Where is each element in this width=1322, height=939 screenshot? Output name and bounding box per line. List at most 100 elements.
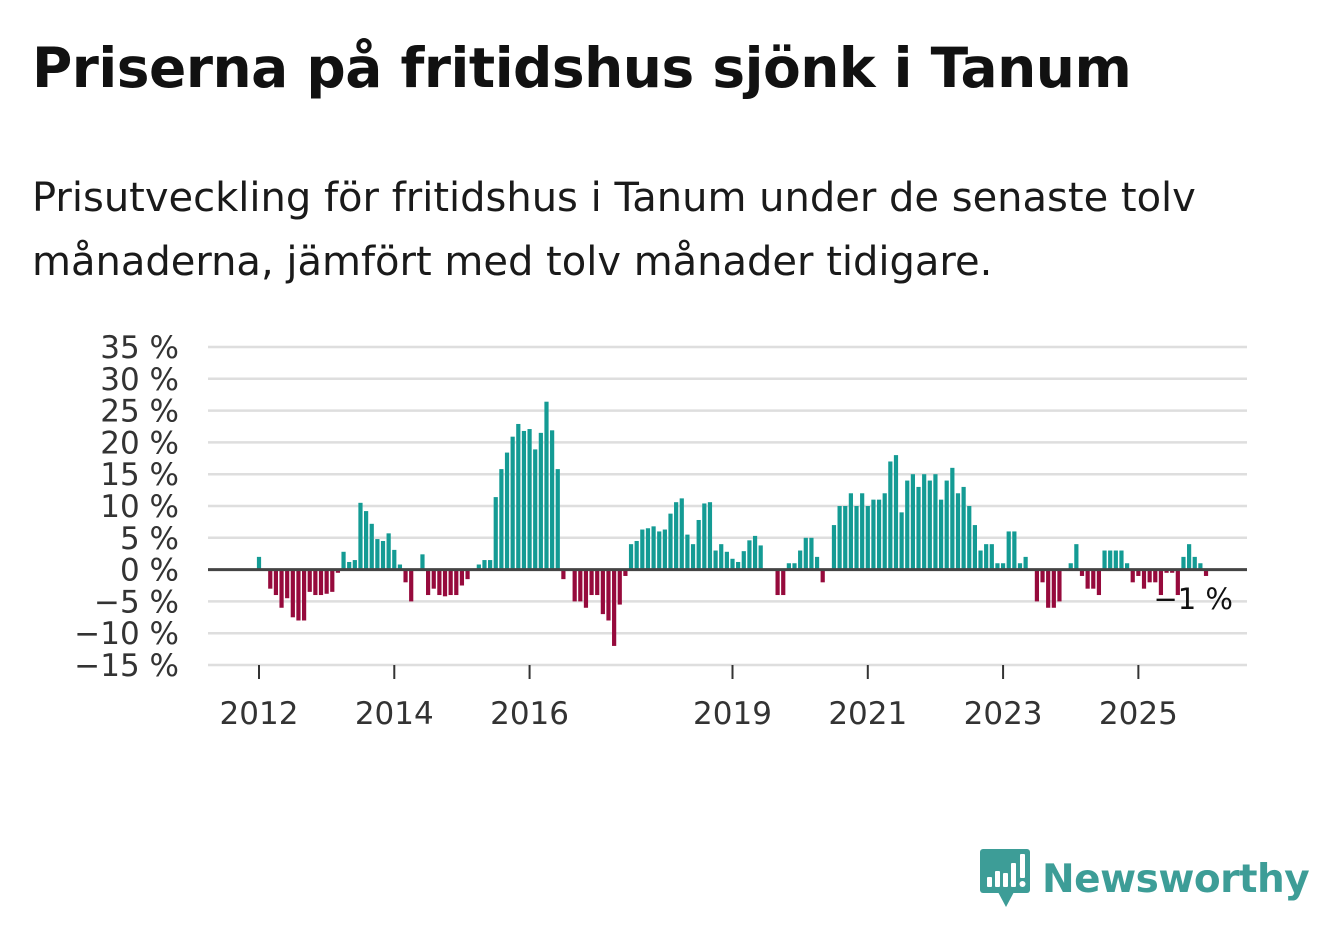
y-tick-label: 0 % bbox=[120, 553, 179, 589]
page-subtitle: Prisutveckling för fritidshus i Tanum un… bbox=[32, 175, 1196, 285]
bar bbox=[285, 569, 290, 599]
bar bbox=[426, 569, 431, 596]
bar bbox=[713, 550, 718, 570]
bar bbox=[747, 540, 752, 570]
bar bbox=[527, 429, 532, 570]
bar bbox=[459, 569, 465, 586]
bar bbox=[290, 569, 295, 618]
bar bbox=[279, 569, 284, 608]
bar bbox=[1141, 569, 1147, 589]
bar bbox=[905, 480, 910, 570]
bars bbox=[256, 401, 1209, 646]
bar bbox=[324, 569, 329, 594]
bar bbox=[420, 554, 425, 570]
bar bbox=[860, 493, 865, 570]
bar bbox=[741, 551, 746, 570]
bar bbox=[493, 497, 498, 570]
bar bbox=[1057, 569, 1062, 602]
bar bbox=[645, 528, 651, 570]
bar bbox=[358, 502, 363, 570]
y-tick-label: −5 % bbox=[94, 584, 179, 620]
bar bbox=[989, 544, 994, 570]
newsworthy-icon bbox=[980, 849, 1030, 907]
bar bbox=[662, 529, 667, 570]
bar bbox=[1125, 563, 1130, 570]
x-tick-label: 2023 bbox=[964, 696, 1043, 732]
bar bbox=[578, 569, 583, 602]
bar bbox=[984, 544, 989, 570]
bar bbox=[521, 430, 527, 570]
bar bbox=[482, 560, 487, 570]
bar bbox=[634, 540, 639, 570]
bar bbox=[1147, 569, 1152, 583]
bar bbox=[392, 549, 397, 570]
x-tick-label: 2021 bbox=[828, 696, 907, 732]
bar bbox=[736, 561, 741, 570]
bar bbox=[583, 569, 589, 608]
bar bbox=[893, 455, 899, 570]
bar bbox=[561, 569, 566, 580]
bar bbox=[1192, 556, 1197, 570]
bar bbox=[1170, 569, 1175, 573]
bar bbox=[922, 474, 927, 570]
bar bbox=[488, 560, 493, 570]
bar bbox=[307, 569, 312, 592]
bar bbox=[1187, 544, 1192, 570]
bar bbox=[516, 423, 521, 570]
bar bbox=[431, 569, 436, 589]
bar bbox=[674, 502, 679, 570]
bar bbox=[933, 474, 938, 570]
bar bbox=[448, 569, 453, 596]
y-tick-label: 5 % bbox=[120, 521, 179, 557]
bar bbox=[1006, 531, 1011, 570]
bar bbox=[865, 506, 870, 570]
x-tick-label: 2019 bbox=[693, 696, 772, 732]
bar bbox=[876, 499, 882, 570]
bar bbox=[1181, 556, 1186, 570]
bar bbox=[1102, 550, 1107, 570]
bar bbox=[600, 569, 605, 615]
bar bbox=[369, 523, 374, 570]
bar bbox=[595, 569, 600, 596]
bar bbox=[1175, 569, 1180, 596]
bar bbox=[955, 493, 961, 570]
bar bbox=[899, 512, 904, 570]
bar bbox=[843, 506, 848, 570]
bar bbox=[341, 551, 346, 570]
bar bbox=[1040, 569, 1045, 583]
y-tick-label: 15 % bbox=[100, 457, 179, 493]
bar bbox=[504, 452, 510, 570]
bar bbox=[707, 502, 713, 570]
bar bbox=[961, 486, 966, 570]
bar bbox=[696, 519, 701, 570]
x-tick-label: 2016 bbox=[490, 696, 569, 732]
bar bbox=[1113, 550, 1118, 570]
bar bbox=[927, 480, 932, 570]
bar bbox=[1074, 544, 1079, 570]
y-tick-label: −15 % bbox=[74, 648, 179, 684]
bar bbox=[820, 569, 825, 583]
bar bbox=[380, 540, 386, 570]
bar bbox=[798, 550, 803, 570]
bar bbox=[1085, 569, 1090, 589]
bar bbox=[437, 569, 442, 596]
bar bbox=[995, 563, 1000, 570]
bar bbox=[1012, 531, 1017, 570]
bar bbox=[775, 569, 780, 596]
bar bbox=[1158, 569, 1164, 596]
bar bbox=[510, 436, 515, 570]
bar bbox=[730, 558, 735, 570]
x-axis: 2012 2014 2016 2019 2021 2023 2025 bbox=[220, 665, 1178, 732]
bar bbox=[347, 561, 352, 570]
bar bbox=[1096, 569, 1102, 596]
bar bbox=[465, 569, 470, 580]
y-tick-label: −10 % bbox=[74, 616, 179, 652]
bar bbox=[623, 569, 628, 576]
bar bbox=[1023, 556, 1028, 570]
bar bbox=[814, 556, 820, 570]
bar bbox=[386, 533, 391, 570]
grid-lines bbox=[208, 345, 1247, 667]
y-tick-label: 20 % bbox=[100, 425, 179, 461]
bar bbox=[533, 449, 538, 570]
bar bbox=[679, 498, 684, 570]
